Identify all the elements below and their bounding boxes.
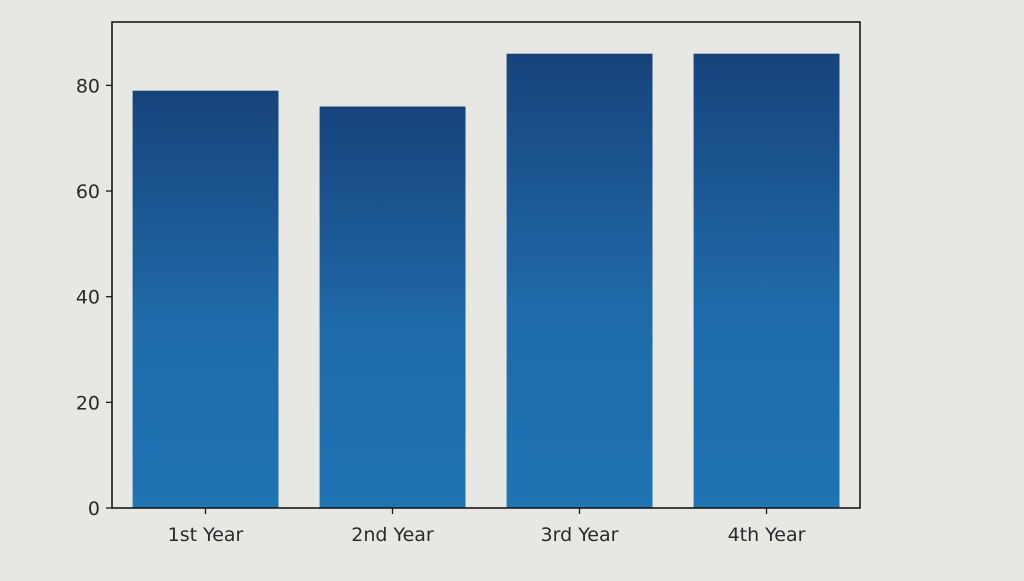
- bar-3: [506, 53, 653, 508]
- x-tick-label: 1st Year: [168, 524, 244, 546]
- bar-2: [319, 106, 466, 508]
- y-tick-label: 80: [76, 75, 100, 97]
- y-tick-label: 40: [76, 287, 100, 309]
- plot-frame: [111, 21, 861, 509]
- y-axis: 0 20 40 60 80: [76, 75, 112, 520]
- bar-4: [693, 53, 840, 508]
- x-axis: 1st Year 2nd Year 3rd Year 4th Year: [168, 508, 806, 546]
- x-tick-label: 3rd Year: [541, 524, 619, 546]
- y-tick-label: 0: [88, 498, 100, 520]
- x-tick-label: 4th Year: [728, 524, 806, 546]
- y-tick-label: 20: [76, 392, 100, 414]
- bars-group: [132, 53, 840, 508]
- x-tick-label: 2nd Year: [351, 524, 434, 546]
- bar-1: [132, 90, 279, 508]
- y-tick-label: 60: [76, 181, 100, 203]
